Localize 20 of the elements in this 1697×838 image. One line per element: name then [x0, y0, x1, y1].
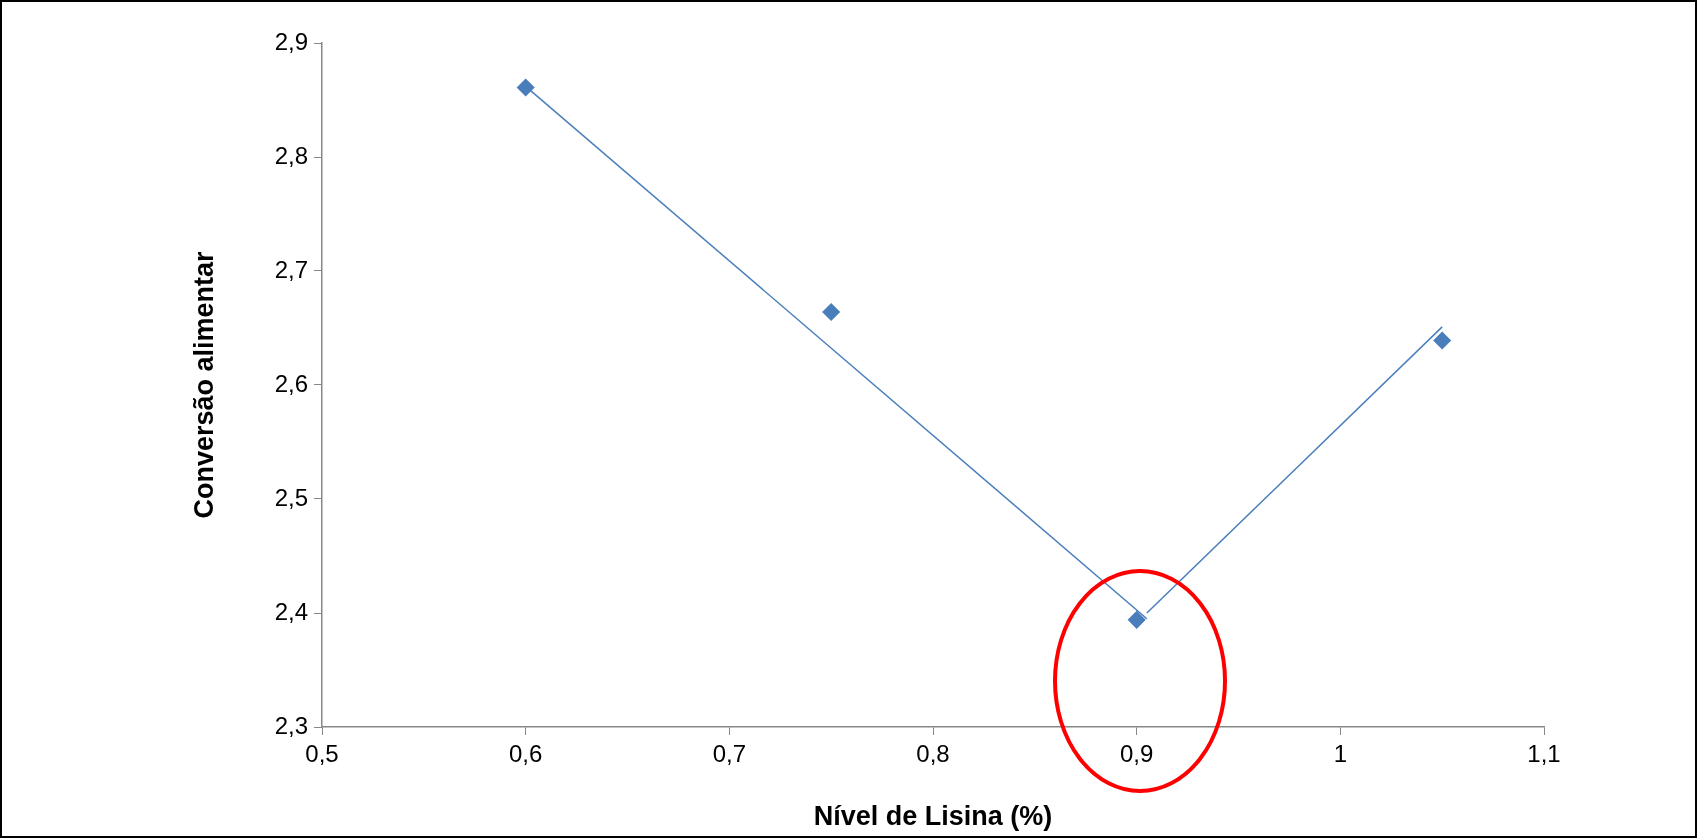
- x-tick-label: 0,6: [508, 740, 543, 768]
- y-tick-label: 2,4: [274, 597, 308, 625]
- point: [822, 303, 840, 321]
- y-tick-label: 2,8: [274, 141, 308, 169]
- point: [1127, 611, 1146, 629]
- x-tick-label: 0,5: [305, 740, 339, 768]
- point: [516, 78, 535, 97]
- x-tick-label: 0,7: [712, 740, 747, 768]
- y-tick-label: 2,9: [274, 27, 308, 55]
- x-tick-label: 1: [1333, 740, 1348, 768]
- y-tick-label: 2,7: [274, 255, 308, 283]
- y-tick-label: 2,3: [274, 711, 308, 739]
- x-tick-label: 0,8: [916, 740, 950, 768]
- x-axis-title: Nível de Lisina (%): [813, 801, 1053, 832]
- y-tick-label: 2,5: [274, 483, 308, 511]
- y-axis-title: Conversão alimentar: [188, 250, 219, 519]
- x-tick-label: 0,9: [1119, 740, 1154, 768]
- point: [1433, 331, 1451, 350]
- y-tick-label: 2,6: [274, 369, 308, 397]
- x-tick-label: 1,1: [1527, 740, 1561, 768]
